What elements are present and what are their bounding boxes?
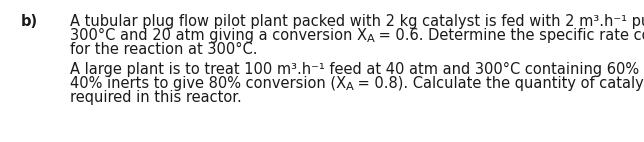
Text: required in this reactor.: required in this reactor. xyxy=(70,90,242,105)
Text: A: A xyxy=(366,34,374,44)
Text: 40% inerts to give 80% conversion (X: 40% inerts to give 80% conversion (X xyxy=(70,76,346,91)
Text: A: A xyxy=(346,82,354,92)
Text: b): b) xyxy=(21,14,38,29)
Text: = 0.8). Calculate the quantity of catalyst: = 0.8). Calculate the quantity of cataly… xyxy=(354,76,644,91)
Text: A large plant is to treat 100 m³.h⁻¹ feed at 40 atm and 300°C containing 60% A a: A large plant is to treat 100 m³.h⁻¹ fee… xyxy=(70,62,644,77)
Text: for the reaction at 300°C.: for the reaction at 300°C. xyxy=(70,42,257,57)
Text: 300°C and 20 atm giving a conversion X: 300°C and 20 atm giving a conversion X xyxy=(70,28,366,43)
Text: A tubular plug flow pilot plant packed with 2 kg catalyst is fed with 2 m³.h⁻¹ p: A tubular plug flow pilot plant packed w… xyxy=(70,14,644,29)
Text: = 0.6. Determine the specific rate constant: = 0.6. Determine the specific rate const… xyxy=(374,28,644,43)
